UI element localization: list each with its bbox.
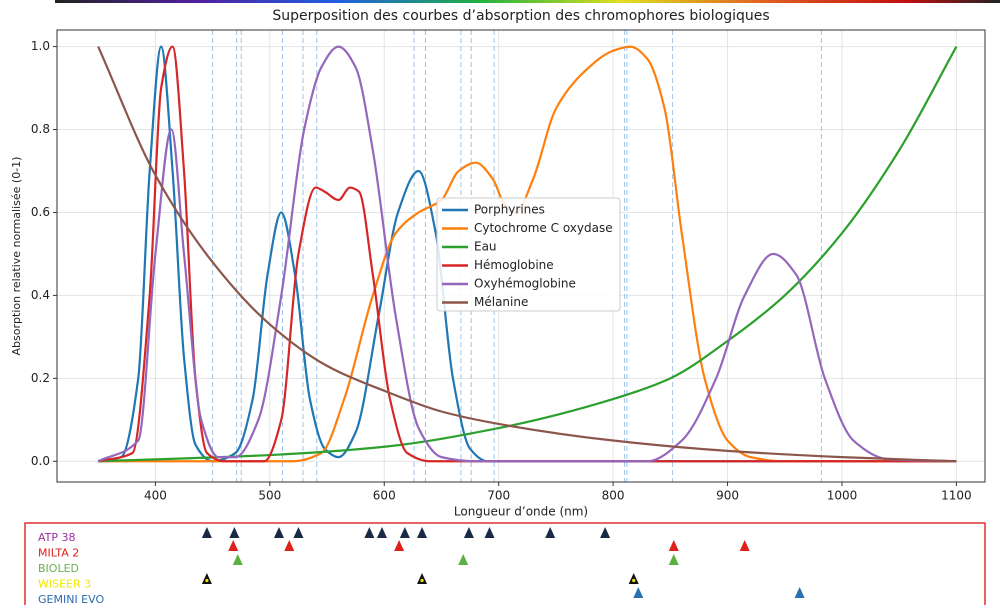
y-axis-label: Absorption relative normalisée (0-1)	[10, 157, 23, 356]
y-tick-label: 0.2	[31, 371, 50, 385]
device-marker	[364, 527, 375, 538]
y-tick-label: 0.6	[31, 205, 50, 219]
device-label: MILTA 2	[38, 547, 79, 560]
device-marker	[600, 527, 611, 538]
device-marker	[293, 527, 304, 538]
legend-label: Cytochrome C oxydase	[474, 221, 613, 235]
x-tick-label: 900	[716, 489, 739, 503]
marker-dot	[420, 578, 424, 583]
legend-label: Porphyrines	[474, 203, 545, 217]
x-tick-label: 500	[258, 489, 281, 503]
line-series	[97, 46, 957, 463]
device-label: WISEER 3	[38, 578, 91, 591]
legend-label: Oxyhémoglobine	[474, 277, 576, 291]
device-label: GEMINI EVO	[38, 593, 104, 605]
device-marker	[628, 573, 639, 584]
x-tick-label: 400	[144, 489, 167, 503]
y-tick-label: 0.4	[31, 288, 50, 302]
line-series	[97, 45, 957, 463]
device-marker	[201, 573, 212, 584]
line-series	[97, 45, 957, 463]
legend-label: Eau	[474, 240, 497, 254]
device-marker	[668, 540, 679, 551]
device-label: ATP 38	[38, 531, 76, 544]
device-marker	[545, 527, 556, 538]
device-marker	[201, 527, 212, 538]
device-marker	[417, 527, 428, 538]
x-tick-label: 800	[602, 489, 625, 503]
device-marker	[668, 554, 679, 565]
device-marker	[484, 527, 495, 538]
device-label: BIOLED	[38, 562, 79, 575]
y-tick-label: 1.0	[31, 39, 50, 53]
line-series	[98, 45, 957, 463]
device-marker	[458, 554, 469, 565]
x-axis-label: Longueur d’onde (nm)	[454, 505, 588, 519]
device-marker	[399, 527, 410, 538]
device-marker	[417, 573, 428, 584]
device-marker	[394, 540, 405, 551]
legend: Porphyrines Cytochrome C oxydase Eau Hémogl…	[436, 197, 621, 312]
marker-dot	[205, 578, 209, 583]
device-marker	[633, 587, 644, 598]
x-tick-label: 700	[487, 489, 510, 503]
device-marker	[232, 554, 243, 565]
legend-label: Hémoglobine	[474, 258, 554, 272]
plot: 400 500 600 700 800 900 1000 1100 0.0 0.2 0.4 0.6 0.…	[31, 29, 986, 503]
legend-box	[436, 197, 621, 312]
y-tick-label: 0.8	[31, 122, 50, 136]
device-panel: ATP 38 MILTA 2 BIOLED WISEER 3 GEMINI EVO	[24, 522, 986, 605]
plot-frame	[56, 29, 986, 483]
device-marker	[739, 540, 750, 551]
x-tick-label: 600	[373, 489, 396, 503]
marker-dot	[632, 578, 636, 583]
chart-title: Superposition des courbes d’absorption d…	[272, 8, 769, 24]
panel-border	[24, 522, 986, 605]
x-tick-label: 1000	[827, 489, 858, 503]
top-strip	[55, 0, 1000, 3]
device-marker	[273, 527, 284, 538]
device-marker	[229, 527, 240, 538]
device-marker	[794, 587, 805, 598]
legend-label: Mélanine	[474, 295, 528, 309]
x-tick-label: 1100	[941, 489, 972, 503]
y-tick-label: 0.0	[31, 454, 50, 468]
line-series	[98, 46, 958, 463]
device-marker	[463, 527, 474, 538]
device-marker	[228, 540, 239, 551]
device-marker	[284, 540, 295, 551]
device-marker	[376, 527, 387, 538]
